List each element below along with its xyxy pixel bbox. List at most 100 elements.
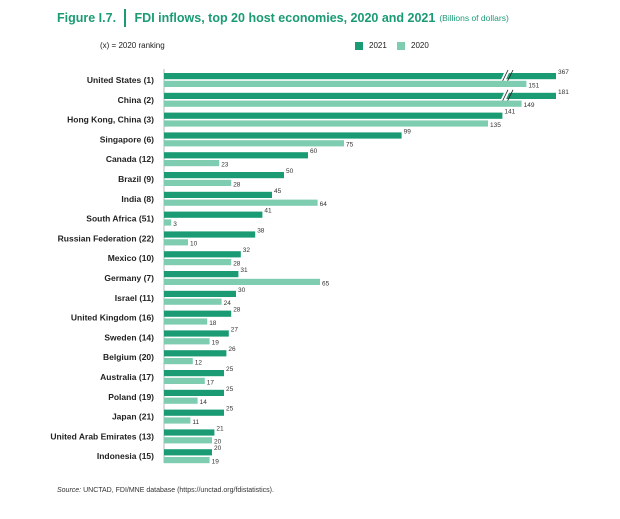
data-label-2020: 75 bbox=[346, 142, 354, 149]
legend: 2021 bbox=[355, 41, 387, 50]
axis-break-line bbox=[506, 89, 514, 103]
category-label: Mexico (10) bbox=[108, 253, 154, 263]
figure-number: Figure I.7. bbox=[57, 11, 117, 25]
figure-header: Figure I.7. FDI inflows, top 20 host eco… bbox=[57, 8, 509, 28]
legend-swatch-2021 bbox=[355, 41, 363, 50]
bar-2021 bbox=[164, 271, 239, 278]
data-label-2021: 26 bbox=[228, 346, 236, 353]
bar-2020 bbox=[164, 100, 522, 107]
data-label-2020: 65 bbox=[322, 280, 330, 287]
bar-2021 bbox=[164, 112, 503, 119]
category-label: United Kingdom (16) bbox=[71, 313, 154, 323]
data-label-2020: 149 bbox=[524, 102, 535, 109]
bar-2020 bbox=[164, 377, 205, 384]
data-label-2020: 23 bbox=[221, 162, 229, 169]
data-label-2021: 25 bbox=[226, 406, 234, 413]
bar-2021 bbox=[164, 172, 284, 179]
data-label-2021: 20 bbox=[214, 445, 222, 452]
data-label-2021: 31 bbox=[240, 267, 248, 274]
category-label: Indonesia (15) bbox=[97, 451, 154, 461]
bar-2020 bbox=[164, 259, 232, 266]
bar-2020 bbox=[164, 318, 208, 325]
bar-2020 bbox=[164, 397, 198, 404]
bar-2021 bbox=[164, 310, 232, 317]
bar-2020 bbox=[164, 358, 193, 365]
data-label-2021: 99 bbox=[404, 128, 412, 135]
bar-2021 bbox=[164, 449, 212, 456]
data-label-2020: 24 bbox=[224, 300, 232, 307]
axis-break-line bbox=[501, 89, 509, 103]
data-label-2020: 12 bbox=[195, 360, 203, 367]
data-label-2021: 50 bbox=[286, 168, 294, 175]
category-label: Australia (17) bbox=[100, 372, 154, 382]
bar-2020 bbox=[164, 239, 188, 246]
source-label: Source: bbox=[57, 487, 82, 494]
bar-2021 bbox=[164, 231, 256, 238]
data-label-2021: 45 bbox=[274, 188, 282, 195]
bar-2021 bbox=[164, 409, 224, 416]
data-label-2021: 38 bbox=[257, 227, 265, 234]
legend-2020: 2020 bbox=[397, 41, 429, 50]
bar-2021 bbox=[164, 73, 556, 80]
category-label: Russian Federation (22) bbox=[58, 233, 155, 243]
bar-2020 bbox=[164, 437, 212, 444]
legend-label-2020: 2020 bbox=[411, 41, 429, 50]
bar-2021 bbox=[164, 211, 263, 218]
data-label-2021: 21 bbox=[216, 425, 224, 432]
data-label-2020: 135 bbox=[490, 122, 501, 129]
bar-2021 bbox=[164, 152, 308, 159]
category-label: Sweden (14) bbox=[104, 332, 154, 342]
ranking-note: (x) = 2020 ranking bbox=[100, 41, 165, 50]
data-label-2020: 18 bbox=[209, 320, 217, 327]
legend-label-2021: 2021 bbox=[369, 41, 387, 50]
category-label: Germany (7) bbox=[104, 273, 154, 283]
title-divider bbox=[124, 9, 126, 27]
data-label-2020: 151 bbox=[528, 82, 539, 89]
bar-2020 bbox=[164, 199, 318, 206]
data-label-2021: 25 bbox=[226, 386, 234, 393]
category-label: Japan (21) bbox=[112, 412, 154, 422]
bar-2021 bbox=[164, 429, 215, 436]
bar-2021 bbox=[164, 330, 229, 337]
data-label-2020: 28 bbox=[233, 181, 241, 188]
category-label: India (8) bbox=[121, 194, 154, 204]
bar-2020 bbox=[164, 338, 210, 345]
data-label-2020: 19 bbox=[212, 459, 220, 466]
bar-2021 bbox=[164, 191, 272, 198]
data-label-2021: 25 bbox=[226, 366, 234, 373]
data-label-2021: 27 bbox=[231, 326, 239, 333]
bar-2020 bbox=[164, 120, 488, 127]
category-label: United States (1) bbox=[87, 75, 154, 85]
category-label: Singapore (6) bbox=[100, 134, 154, 144]
data-label-2021: 367 bbox=[558, 69, 569, 76]
bar-2020 bbox=[164, 179, 232, 186]
data-label-2020: 17 bbox=[207, 379, 215, 386]
data-label-2021: 60 bbox=[310, 148, 318, 155]
bar-2020 bbox=[164, 278, 320, 285]
data-label-2020: 28 bbox=[233, 261, 241, 268]
data-label-2020: 19 bbox=[212, 340, 220, 347]
bar-2021 bbox=[164, 290, 236, 297]
category-label: Poland (19) bbox=[108, 392, 154, 402]
figure-title: FDI inflows, top 20 host economies, 2020… bbox=[134, 11, 436, 25]
category-label: Israel (11) bbox=[115, 293, 154, 303]
data-label-2021: 28 bbox=[233, 307, 241, 314]
category-label: Brazil (9) bbox=[118, 174, 154, 184]
data-label-2020: 10 bbox=[190, 241, 198, 248]
bar-2021 bbox=[164, 132, 402, 139]
data-label-2020: 20 bbox=[214, 439, 222, 446]
bar-2020 bbox=[164, 160, 220, 167]
data-label-2021: 181 bbox=[558, 89, 569, 96]
axis-break-line bbox=[501, 69, 509, 83]
bar-2021 bbox=[164, 92, 556, 99]
bar-2020 bbox=[164, 457, 210, 464]
bar-2020 bbox=[164, 219, 172, 226]
bar-2020 bbox=[164, 298, 222, 305]
data-label-2021: 141 bbox=[504, 109, 515, 116]
figure-subtitle: (Billions of dollars) bbox=[439, 13, 509, 23]
data-label-2021: 30 bbox=[238, 287, 246, 294]
category-label: Belgium (20) bbox=[103, 352, 154, 362]
category-label: China (2) bbox=[118, 95, 155, 105]
bar-2020 bbox=[164, 140, 344, 147]
